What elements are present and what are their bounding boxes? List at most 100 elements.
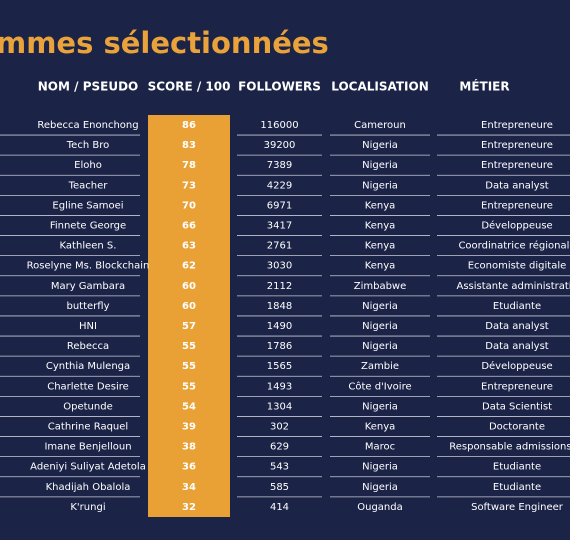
table-cell: Kenya	[365, 422, 396, 433]
table-cell: Entrepreneure	[481, 120, 553, 131]
table-cell: Nigeria	[362, 180, 398, 191]
table-cell: Maroc	[365, 442, 395, 453]
table-cell: 3030	[267, 261, 292, 272]
table-cell: 414	[270, 502, 289, 513]
table-cell: Teacher	[68, 180, 109, 191]
table-cell: Développeuse	[481, 360, 552, 372]
table-cell: Entrepreneure	[481, 200, 553, 211]
table-cell: 629	[270, 442, 289, 453]
table-cell: 116000	[260, 120, 298, 131]
table-cell: Egline Samoei	[52, 200, 123, 211]
score-cell: 36	[182, 462, 196, 473]
table-cell: Tech Bro	[66, 140, 109, 151]
score-cell: 39	[182, 422, 196, 433]
table-cell: Assistante administrativ	[457, 281, 570, 292]
table-cell: 1848	[267, 301, 292, 312]
column-header: NOM / PSEUDO	[38, 80, 138, 94]
table-cell: Cameroun	[354, 120, 406, 131]
score-cell: 63	[182, 241, 196, 252]
score-column-bg	[148, 115, 230, 517]
table-cell: 1786	[267, 341, 292, 352]
score-cell: 34	[182, 482, 196, 493]
table-cell: 7389	[267, 160, 292, 171]
table-cell: Etudiante	[493, 462, 541, 473]
table-cell: 1490	[267, 321, 292, 332]
score-cell: 54	[182, 401, 196, 412]
table-cell: Entrepreneure	[481, 381, 553, 392]
score-cell: 83	[182, 140, 196, 151]
score-cell: 60	[182, 281, 196, 292]
table-cell: Rebecca	[67, 341, 109, 352]
table-cell: Entrepreneure	[481, 160, 553, 171]
table-cell: Kenya	[365, 221, 396, 232]
table-cell: Eloho	[74, 160, 102, 171]
score-cell: 55	[182, 341, 196, 352]
table-cell: Charlette Desire	[47, 381, 129, 392]
table-cell: Développeuse	[481, 220, 552, 232]
table-cell: Nigeria	[362, 482, 398, 493]
table-cell: Nigeria	[362, 401, 398, 412]
score-cell: 62	[182, 261, 196, 272]
score-cell: 55	[182, 381, 196, 392]
column-header: LOCALISATION	[331, 80, 429, 94]
table-cell: 1304	[267, 401, 292, 412]
table-cell: Nigeria	[362, 140, 398, 151]
score-cell: 86	[182, 120, 196, 131]
table-cell: 543	[270, 462, 289, 473]
title: mmes sélectionnées	[0, 26, 329, 60]
table-cell: Data Scientist	[482, 401, 552, 412]
table-cell: Zimbabwe	[354, 281, 407, 292]
table-cell: Côte d'Ivoire	[348, 380, 411, 392]
table-cell: Rebecca Enonchong	[37, 120, 138, 131]
table-cell: 4229	[267, 180, 292, 191]
table-cell: Kenya	[365, 241, 396, 252]
table-cell: Etudiante	[493, 301, 541, 312]
table-cell: Responsable admissions Af	[449, 442, 570, 453]
table-cell: Imane Benjelloun	[44, 442, 131, 453]
table-cell: Entrepreneure	[481, 140, 553, 151]
table-cell: Kenya	[365, 261, 396, 272]
score-cell: 55	[182, 361, 196, 372]
table-cell: 6971	[267, 200, 292, 211]
table-cell: Mary Gambara	[51, 281, 125, 292]
table-cell: 2761	[267, 241, 292, 252]
table-cell: Finnete George	[50, 221, 126, 232]
table-cell: Nigeria	[362, 160, 398, 171]
table-cell: Nigeria	[362, 301, 398, 312]
table-cell: Zambie	[361, 361, 399, 372]
score-cell: 60	[182, 301, 196, 312]
table-cell: 585	[270, 482, 289, 493]
table-cell: Economiste digitale	[468, 261, 567, 272]
table-cell: Etudiante	[493, 482, 541, 493]
table-cell: Cathrine Raquel	[48, 422, 128, 433]
table-cell: 1493	[267, 381, 292, 392]
table-cell: 2112	[267, 281, 292, 292]
score-cell: 73	[182, 180, 196, 191]
score-cell: 57	[182, 321, 196, 332]
score-cell: 66	[182, 221, 196, 232]
score-cell: 70	[182, 200, 196, 211]
table-cell: Nigeria	[362, 462, 398, 473]
table-cell: Khadijah Obalola	[46, 482, 131, 493]
table-cell: 39200	[264, 140, 296, 151]
table-cell: Kathleen S.	[60, 241, 117, 252]
table-cell: Doctorante	[489, 422, 545, 433]
score-cell: 78	[182, 160, 196, 171]
table-cell: Roselyne Ms. Blockchain	[27, 261, 150, 272]
table-cell: 302	[270, 422, 289, 433]
table-cell: Opetunde	[63, 401, 112, 412]
table-cell: 3417	[267, 221, 292, 232]
column-header: SCORE / 100	[148, 80, 231, 94]
table-cell: Cynthia Mulenga	[46, 361, 130, 372]
table-cell: Adeniyi Suliyat Adetola	[30, 462, 146, 473]
table-cell: Nigeria	[362, 321, 398, 332]
table-cell: Data analyst	[485, 180, 549, 191]
table-cell: Ouganda	[357, 502, 403, 513]
column-header: FOLLOWERS	[238, 80, 321, 94]
table-cell: Data analyst	[485, 321, 549, 332]
score-cell: 38	[182, 442, 196, 453]
table-cell: Data analyst	[485, 341, 549, 352]
table-cell: HNI	[79, 321, 97, 332]
table-cell: Coordinatrice régionale	[458, 240, 570, 252]
